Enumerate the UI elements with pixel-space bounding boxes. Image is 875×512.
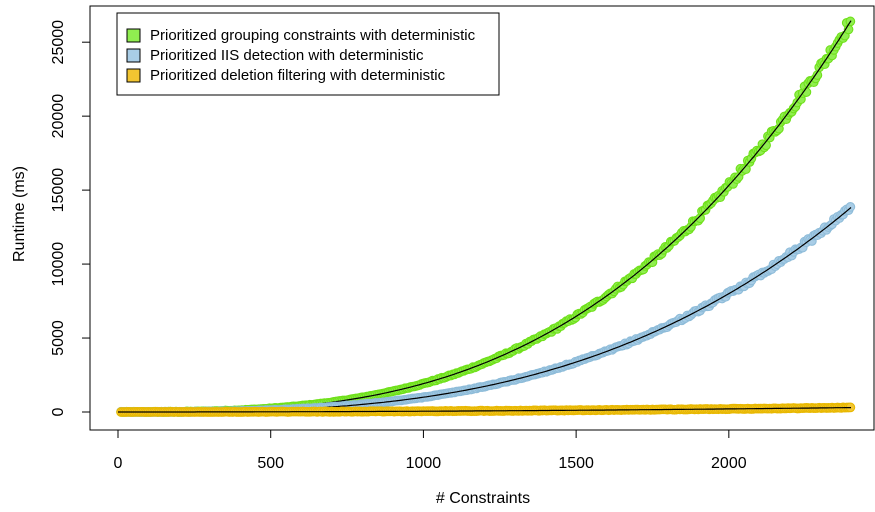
- legend-swatch-1: [126, 28, 141, 43]
- x-tick-label: 2000: [711, 455, 747, 472]
- legend-label-2: Prioritized IIS detection with determini…: [150, 47, 424, 64]
- axes-layer: 0 500 1000 1500 2000050001000015000200002500…: [50, 5, 875, 472]
- legend-swatch-3: [126, 68, 141, 83]
- legend-label-3: Prioritized deletion filtering with dete…: [150, 67, 446, 84]
- legend-box: [116, 12, 500, 96]
- legend-label-1: Prioritized grouping constraints with de…: [150, 27, 476, 44]
- plot-frame: [89, 5, 875, 431]
- x-tick-label: 500: [257, 455, 284, 472]
- y-tick-label: 20000: [50, 94, 67, 139]
- y-tick-label: 5000: [50, 320, 67, 356]
- y-axis-label: Runtime (ms): [11, 166, 28, 262]
- data-point: [845, 202, 856, 212]
- y-tick-label: 25000: [50, 20, 67, 65]
- x-axis-label: # Constraints: [436, 490, 530, 507]
- y-tick-label: 15000: [50, 168, 67, 213]
- legend: Prioritized grouping constraints with de…: [116, 12, 500, 96]
- y-tick-label: 10000: [50, 242, 67, 287]
- x-tick-label: 0: [114, 455, 123, 472]
- plot-layer: [116, 16, 856, 417]
- x-tick-label: 1500: [558, 455, 594, 472]
- x-tick-label: 1000: [406, 455, 442, 472]
- legend-swatch-2: [126, 48, 141, 63]
- series-3-fit-line: [118, 407, 851, 413]
- y-tick-label: 0: [50, 407, 67, 416]
